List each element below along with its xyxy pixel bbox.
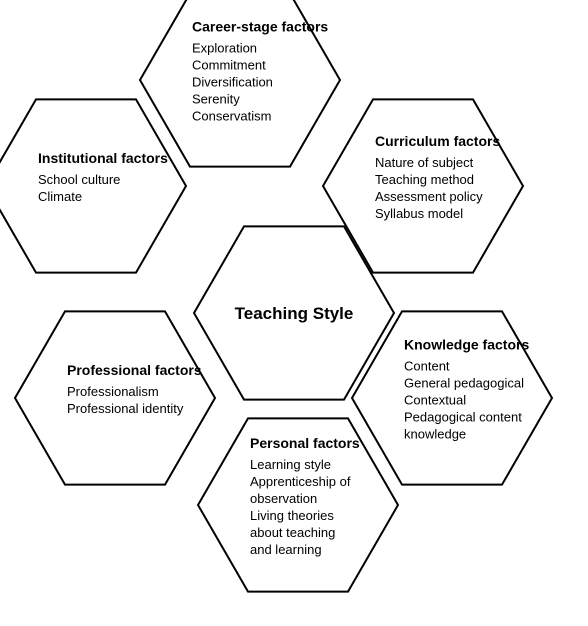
hex-bottom_right-title: Knowledge factors — [404, 337, 529, 353]
hex-top_left-item: School culture — [38, 172, 120, 187]
hex-bottom_left-item: Professionalism — [67, 384, 159, 399]
hex-top-item: Diversification — [192, 75, 273, 90]
hex-bottom-item: about teaching — [250, 525, 335, 540]
hex-top_right-item: Syllabus model — [375, 206, 463, 221]
hex-top-item: Commitment — [192, 58, 266, 73]
hex-top_left-title: Institutional factors — [38, 150, 168, 166]
hex-bottom_right-item: Content — [404, 359, 450, 374]
hex-top_right-item: Assessment policy — [375, 189, 483, 204]
hex-bottom-title: Personal factors — [250, 435, 360, 451]
hex-bottom-item: observation — [250, 491, 317, 506]
hex-top_right-item: Nature of subject — [375, 155, 474, 170]
hex-bottom_right-item: General pedagogical — [404, 376, 524, 391]
hex-bottom_right-item: Contextual — [404, 393, 466, 408]
hex-top_right-title: Curriculum factors — [375, 133, 500, 149]
hex-bottom_right-item: Pedagogical content — [404, 410, 522, 425]
hex-bottom-item: Living theories — [250, 508, 334, 523]
hex-top-item: Conservatism — [192, 109, 271, 124]
hex-top-item: Exploration — [192, 41, 257, 56]
hex-top-item: Serenity — [192, 92, 240, 107]
hex-top_left-item: Climate — [38, 189, 82, 204]
hex-bottom_left-title: Professional factors — [67, 362, 202, 378]
hex-bottom-item: and learning — [250, 542, 322, 557]
hex-top-title: Career-stage factors — [192, 19, 328, 35]
center-title: Teaching Style — [235, 304, 354, 323]
hex-bottom-item: Learning style — [250, 457, 331, 472]
hex-top_right-item: Teaching method — [375, 172, 474, 187]
hex-bottom_right-item: knowledge — [404, 427, 466, 442]
hex-bottom-item: Apprenticeship of — [250, 474, 351, 489]
hex-bottom_left-item: Professional identity — [67, 401, 184, 416]
